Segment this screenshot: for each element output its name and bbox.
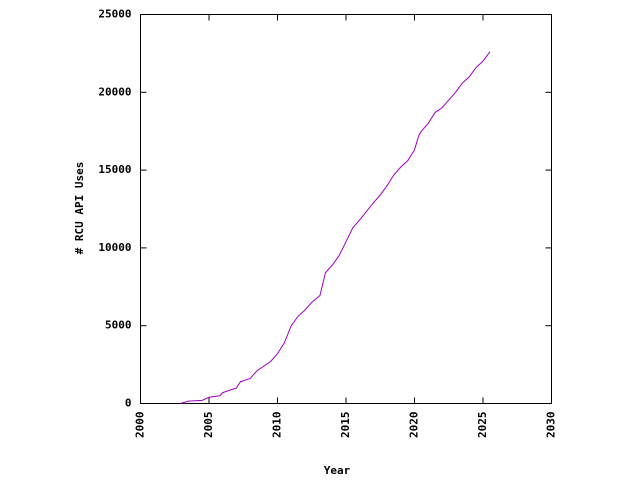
data-line xyxy=(180,51,491,404)
x-tick-label: 2030 xyxy=(545,412,558,439)
x-axis-label: Year xyxy=(324,464,351,477)
x-tick-label: 2010 xyxy=(271,412,284,439)
y-tick-label: 20000 xyxy=(98,85,131,98)
y-tick-label: 25000 xyxy=(98,8,131,21)
y-tick-label: 5000 xyxy=(105,319,132,332)
y-axis-label: # RCU API Uses xyxy=(73,162,86,255)
x-tick-label: 2005 xyxy=(202,412,215,439)
y-tick-label: 10000 xyxy=(98,241,131,254)
x-tick-label: 2000 xyxy=(134,412,147,439)
x-tick-label: 2015 xyxy=(339,412,352,439)
y-tick-label: 15000 xyxy=(98,163,131,176)
x-tick-label: 2020 xyxy=(408,412,421,439)
plot-frame xyxy=(140,14,552,404)
x-tick-label: 2025 xyxy=(476,412,489,439)
y-tick-label: 0 xyxy=(125,397,132,410)
